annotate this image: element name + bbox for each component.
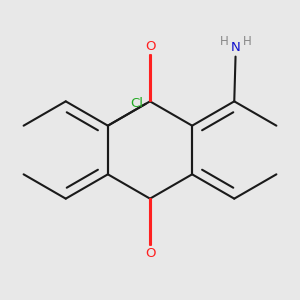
Text: O: O: [145, 40, 155, 53]
Text: H: H: [220, 34, 228, 48]
Text: N: N: [231, 41, 240, 54]
Text: O: O: [145, 247, 155, 260]
Text: Cl: Cl: [130, 97, 143, 110]
Text: H: H: [243, 34, 251, 48]
